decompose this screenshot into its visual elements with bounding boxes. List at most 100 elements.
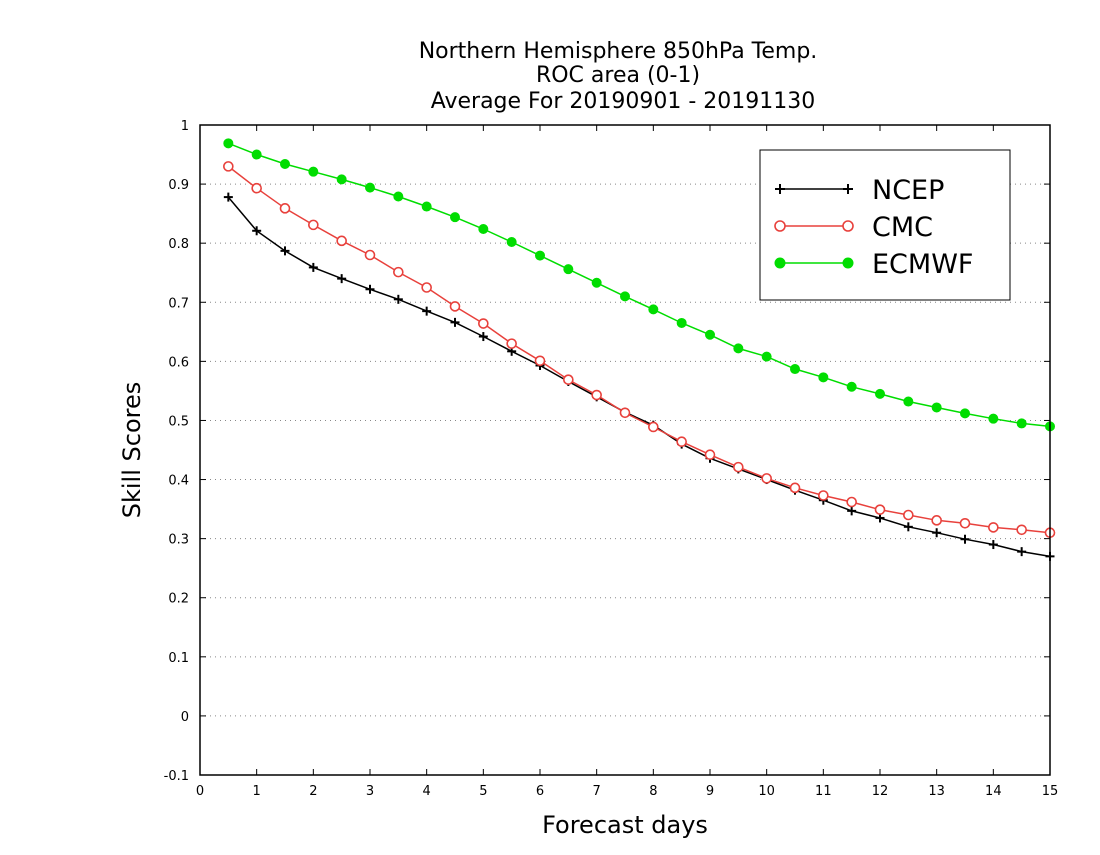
data-point	[842, 257, 854, 269]
data-point	[774, 220, 786, 232]
data-point	[365, 182, 375, 193]
plot-frame	[199, 124, 1051, 776]
data-point	[336, 174, 347, 185]
series-ecmwf	[223, 138, 1055, 432]
data-point	[591, 277, 602, 288]
data-point	[478, 332, 488, 342]
data-point	[842, 220, 854, 232]
x-tick-label: 3	[366, 784, 374, 799]
data-point	[774, 257, 786, 269]
data-point	[846, 496, 857, 508]
chart-title: Northern Hemisphere 850hPa Temp. ROC are…	[419, 39, 818, 114]
data-point	[535, 250, 545, 261]
y-tick-label: 0.1	[168, 651, 189, 666]
data-point	[1017, 547, 1027, 557]
data-point	[279, 203, 291, 214]
data-point	[843, 184, 853, 194]
data-point	[761, 473, 772, 484]
chart-title-line-1: Northern Hemisphere 850hPa Temp.	[419, 39, 818, 64]
legend-item-ecmwf: ECMWF	[774, 249, 973, 280]
data-point	[620, 291, 630, 302]
data-point	[903, 509, 914, 521]
y-tick-label: -0.1	[164, 769, 189, 784]
data-point	[251, 182, 262, 194]
data-point	[563, 374, 574, 385]
x-tick-label: 5	[479, 784, 487, 799]
data-point	[1016, 418, 1027, 429]
data-point	[421, 282, 432, 293]
data-point	[534, 355, 546, 367]
y-tick-label: 0.3	[168, 533, 189, 548]
data-point	[449, 301, 461, 312]
data-point	[252, 226, 262, 236]
data-point	[847, 506, 857, 516]
data-point	[648, 304, 659, 315]
data-point	[789, 482, 801, 494]
data-point	[931, 402, 942, 413]
series-cmc	[223, 161, 1056, 539]
legend-label: NCEP	[872, 175, 944, 206]
y-tick-label: 0	[181, 710, 189, 725]
data-point	[308, 166, 319, 177]
data-point	[591, 389, 602, 401]
data-point	[478, 318, 489, 329]
data-point	[393, 191, 404, 202]
legend: NCEP CMC ECMWF	[759, 149, 1011, 301]
data-point	[676, 436, 687, 448]
data-point	[421, 201, 432, 212]
chart-title-line-3: Average For 20190901 - 20191130	[431, 89, 816, 114]
x-tick-label: 15	[1042, 784, 1059, 799]
data-point	[775, 184, 785, 194]
series-line	[227, 196, 1051, 558]
data-point	[337, 274, 347, 284]
data-point	[875, 388, 885, 399]
data-point	[931, 515, 942, 526]
x-tick-label: 4	[423, 784, 431, 799]
legend-label: CMC	[872, 212, 933, 243]
y-tick-label: 0.6	[168, 355, 189, 370]
x-axis-label: Forecast days	[542, 811, 708, 839]
x-tick-label: 7	[593, 784, 601, 799]
data-point	[903, 522, 913, 532]
data-point	[761, 351, 772, 362]
data-point	[960, 534, 970, 544]
x-tick-label: 2	[309, 784, 317, 799]
data-point	[903, 396, 914, 407]
data-point	[733, 461, 744, 473]
series-layer	[223, 138, 1056, 561]
data-point	[223, 161, 234, 172]
data-point	[988, 522, 999, 533]
data-point	[648, 421, 659, 433]
data-point	[988, 540, 998, 550]
data-point	[365, 284, 375, 294]
y-tick-label: 0.5	[168, 414, 189, 429]
data-point	[733, 343, 744, 354]
y-tick-label: 0.9	[168, 178, 189, 193]
x-tick-label: 10	[758, 784, 775, 799]
data-point	[818, 372, 829, 383]
x-tick-label: 12	[872, 784, 889, 799]
x-tick-label: 9	[706, 784, 714, 799]
data-point	[874, 504, 886, 515]
data-point	[280, 246, 290, 256]
data-point	[478, 224, 489, 234]
data-point	[932, 528, 942, 538]
data-point	[223, 192, 233, 202]
data-point	[563, 264, 574, 275]
x-tick-label: 14	[985, 784, 1002, 799]
x-tick-label: 1	[253, 784, 261, 799]
legend-item-ncep: NCEP	[775, 175, 944, 206]
x-tick-label: 13	[928, 784, 945, 799]
data-point	[308, 262, 318, 272]
x-tick-label: 8	[649, 784, 657, 799]
data-point	[506, 237, 517, 247]
y-tick-label: 0.7	[168, 296, 189, 311]
data-point	[704, 449, 716, 461]
data-point	[959, 517, 971, 529]
data-point	[280, 159, 290, 169]
data-point	[450, 317, 460, 327]
data-point	[364, 249, 376, 261]
y-axis-label: Skill Scores	[118, 382, 146, 519]
